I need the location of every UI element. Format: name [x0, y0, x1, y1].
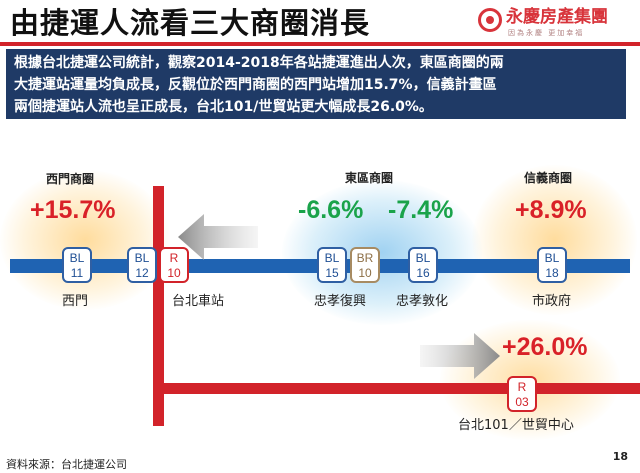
station-r10-badge: R 10 [159, 247, 189, 283]
east-change-zhongxiao-dunhua: -7.4% [388, 196, 454, 224]
east-area-label: 東區商圈 [345, 171, 394, 185]
station-code: BL [415, 251, 431, 265]
logo-mark-icon [478, 8, 502, 32]
east-glow [282, 180, 482, 325]
station-code: BL [134, 251, 150, 265]
logo-slogan: 因為永慶 更加幸福 [508, 29, 585, 37]
station-name-city-hall: 市政府 [532, 294, 572, 309]
header-divider [0, 42, 640, 46]
westward-arrow-icon [178, 214, 258, 260]
data-source-note: 資料來源：台北捷運公司 [6, 458, 127, 471]
xinyi-area-label: 信義商圈 [524, 171, 573, 185]
station-br10-badge: BR 10 [350, 247, 380, 283]
station-r03-badge: R 03 [507, 376, 537, 412]
xinyi-change-city-hall: +8.9% [515, 196, 587, 224]
station-code: BL [324, 251, 340, 265]
station-number: 18 [545, 266, 559, 280]
xinyi-change-taipei-101: +26.0% [502, 333, 588, 361]
east-change-zhongxiao-fuxing: -6.6% [298, 196, 364, 224]
red-line-horizontal-track [153, 383, 640, 394]
station-name-zhongxiao-fuxing: 忠孝復興 [314, 294, 367, 309]
station-number: 15 [325, 266, 339, 280]
station-bl12-badge: BL 12 [127, 247, 157, 283]
station-number: 10 [167, 266, 181, 280]
page-title: 由捷運人流看三大商圈消長 [10, 6, 371, 40]
ximen-area-label: 西門商圈 [46, 172, 95, 186]
station-number: 12 [135, 266, 149, 280]
station-code: BL [544, 251, 560, 265]
page-number: 18 [612, 450, 628, 463]
station-number: 11 [70, 266, 84, 280]
logo-text: 永慶房產集團 [506, 7, 608, 27]
summary-line-2: 大捷運站運量均負成長，反觀位於西門商圈的西門站增加15.7%，信義計畫區 [14, 77, 497, 93]
summary-line-1: 根據台北捷運公司統計，觀察2014-2018年各站捷運進出人次，東區商圈的兩 [14, 55, 504, 71]
summary-box: 根據台北捷運公司統計，觀察2014-2018年各站捷運進出人次，東區商圈的兩 大… [6, 49, 626, 119]
station-code: BL [69, 251, 85, 265]
station-code: R [169, 251, 179, 265]
red-line-vertical-track [153, 186, 164, 426]
station-number: 16 [416, 266, 430, 280]
company-logo: 永慶房產集團 因為永慶 更加幸福 [478, 6, 628, 40]
xinyi-glow [472, 165, 637, 315]
ximen-glow [0, 170, 170, 310]
ximen-change: +15.7% [30, 196, 116, 224]
station-bl15-badge: BL 15 [317, 247, 347, 283]
station-code: BR [356, 251, 374, 265]
station-name-ximen: 西門 [62, 294, 89, 309]
station-number: 10 [358, 266, 372, 280]
station-code: R [517, 380, 527, 394]
eastward-arrow-icon [420, 333, 500, 379]
summary-line-3: 兩個捷運站人流也呈正成長，台北101/世貿站更大幅成長26.0%。 [14, 99, 433, 115]
station-number: 03 [515, 395, 529, 409]
station-bl16-badge: BL 16 [408, 247, 438, 283]
station-name-taipei-main: 台北車站 [172, 294, 225, 309]
station-name-taipei-101: 台北101／世貿中心 [458, 418, 574, 433]
station-name-zhongxiao-dunhua: 忠孝敦化 [396, 294, 449, 309]
station-bl11-badge: BL 11 [62, 247, 92, 283]
station-bl18-badge: BL 18 [537, 247, 567, 283]
